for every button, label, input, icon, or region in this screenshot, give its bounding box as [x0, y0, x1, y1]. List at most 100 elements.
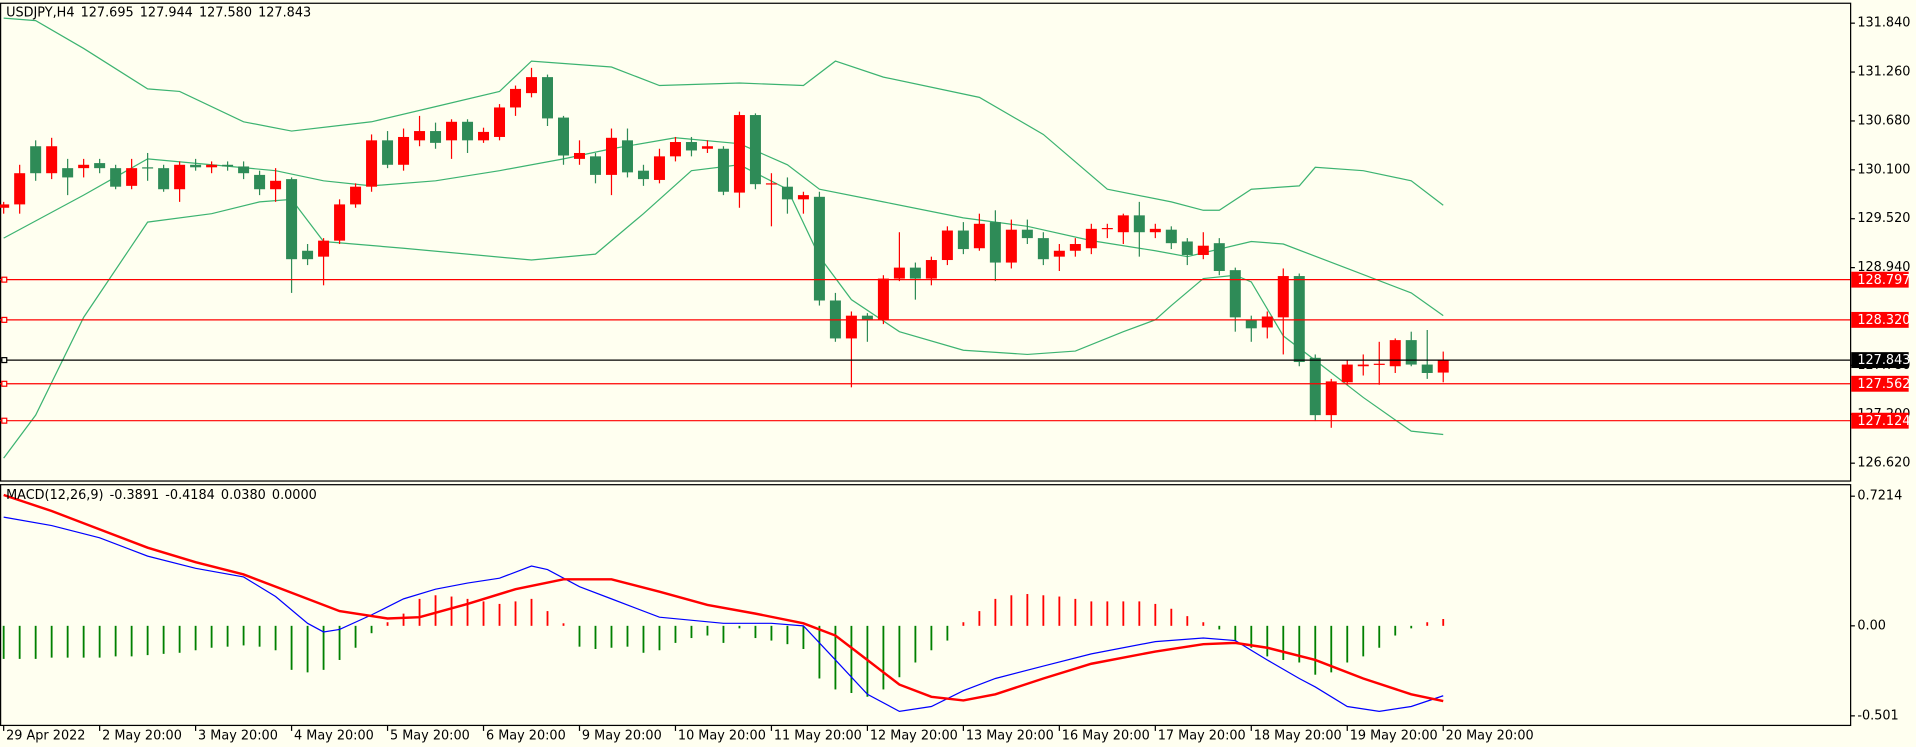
candle-body: [557, 117, 569, 156]
candle-body: [1037, 238, 1049, 260]
candle-body: [589, 156, 601, 175]
x-tick-label: 3 May 20:00: [198, 728, 278, 743]
candle-body: [270, 180, 282, 190]
x-tick-label: 4 May 20:00: [294, 728, 374, 743]
candle-body: [30, 146, 42, 174]
candle-body: [605, 137, 617, 175]
candle-body: [637, 170, 649, 180]
candle-body: [1357, 364, 1369, 367]
candle-body: [542, 77, 554, 119]
candle-body: [1149, 228, 1161, 233]
candle-body: [78, 164, 90, 169]
level-label: 127.124: [1857, 414, 1910, 429]
candle-body: [653, 156, 665, 180]
y-tick-label: 131.840: [1857, 16, 1910, 31]
x-tick-label: 17 May 20:00: [1158, 728, 1246, 743]
candle-body: [302, 250, 314, 260]
candle-body: [1325, 381, 1337, 416]
y-tick-label: 0.00: [1857, 618, 1886, 633]
candle-body: [462, 121, 474, 141]
candle-body: [1229, 270, 1241, 318]
x-tick-label: 16 May 20:00: [1062, 728, 1150, 743]
candle-body: [398, 136, 410, 165]
candle-body: [238, 166, 250, 174]
level-marker: [1, 380, 8, 387]
level-box: [1851, 271, 1909, 288]
candle-body: [749, 115, 761, 185]
candle-body: [1053, 250, 1065, 257]
x-tick-label: 20 May 20:00: [1446, 728, 1534, 743]
x-tick-label: 2 May 20:00: [102, 728, 182, 743]
y-tick-label: 128.940: [1857, 260, 1910, 275]
candle-body: [382, 140, 394, 165]
x-tick-label: 18 May 20:00: [1254, 728, 1342, 743]
candle-body: [717, 148, 729, 192]
candle-body: [110, 168, 122, 187]
candle-body: [0, 204, 10, 208]
candle-body: [621, 140, 633, 173]
candle-body: [1021, 229, 1033, 239]
level-box: [1851, 375, 1909, 392]
candle-body: [1181, 241, 1193, 255]
level-box: [1851, 352, 1909, 369]
y-tick-label: -0.501: [1857, 708, 1898, 723]
y-tick-label: 130.100: [1857, 162, 1910, 177]
y-tick-label: 130.680: [1857, 113, 1910, 128]
y-tick-label: 126.620: [1857, 456, 1910, 471]
level-label: 127.843: [1857, 353, 1910, 368]
candle-body: [222, 164, 234, 167]
candle-body: [1197, 245, 1209, 255]
y-tick-label: 129.520: [1857, 211, 1910, 226]
candle-body: [925, 260, 937, 279]
panel-title: USDJPY,H4: [6, 5, 74, 20]
level-marker: [1, 316, 8, 323]
candle-body: [909, 267, 921, 279]
candle-body: [1293, 276, 1305, 363]
level-box: [1851, 311, 1909, 328]
candle-body: [1069, 244, 1081, 251]
macd-panel: [0, 484, 1852, 727]
candle-body: [573, 152, 585, 159]
candle-body: [1437, 360, 1449, 373]
indicator-line: [3, 493, 1444, 703]
candle-body: [1165, 229, 1177, 244]
candle-body: [414, 131, 426, 141]
candle-body: [1421, 364, 1433, 373]
level-label: 127.562: [1857, 377, 1910, 392]
readout-value: 127.695: [81, 5, 134, 20]
candle-body: [334, 204, 346, 241]
candle-body: [526, 77, 538, 94]
candle-body: [1005, 229, 1017, 263]
candle-body: [1101, 228, 1113, 230]
readout-value: -0.3891: [110, 488, 160, 503]
panel-header: USDJPY,H4 127.695 127.944 127.580 127.843: [6, 5, 311, 20]
candle-body: [1405, 340, 1417, 365]
x-tick-label: 11 May 20:00: [774, 728, 862, 743]
candle-body: [669, 142, 681, 157]
candle-body: [861, 315, 873, 320]
band-line: [3, 164, 1444, 459]
candle-body: [893, 267, 905, 279]
x-tick-label: 13 May 20:00: [966, 728, 1054, 743]
candle-body: [190, 164, 202, 168]
band-line: [3, 17, 1444, 211]
candle-body: [1309, 357, 1321, 416]
candle-body: [366, 140, 378, 187]
candle-body: [1213, 243, 1225, 271]
candle-body: [685, 142, 697, 151]
candle-body: [989, 222, 1001, 263]
candle-body: [941, 230, 953, 261]
level-marker: [1, 276, 8, 283]
level-label: 128.320: [1857, 313, 1910, 328]
candle-body: [1245, 319, 1257, 329]
candle-body: [973, 223, 985, 249]
y-tick-label: 0.7214: [1857, 489, 1902, 504]
price-panel: [0, 2, 1852, 482]
panel-header: MACD(12,26,9) -0.3891 -0.4184 0.0380 0.0000: [6, 488, 317, 503]
candle-body: [781, 186, 793, 200]
readout-value: 0.0380: [221, 488, 266, 503]
candle-body: [845, 315, 857, 339]
candle-body: [1085, 228, 1097, 249]
